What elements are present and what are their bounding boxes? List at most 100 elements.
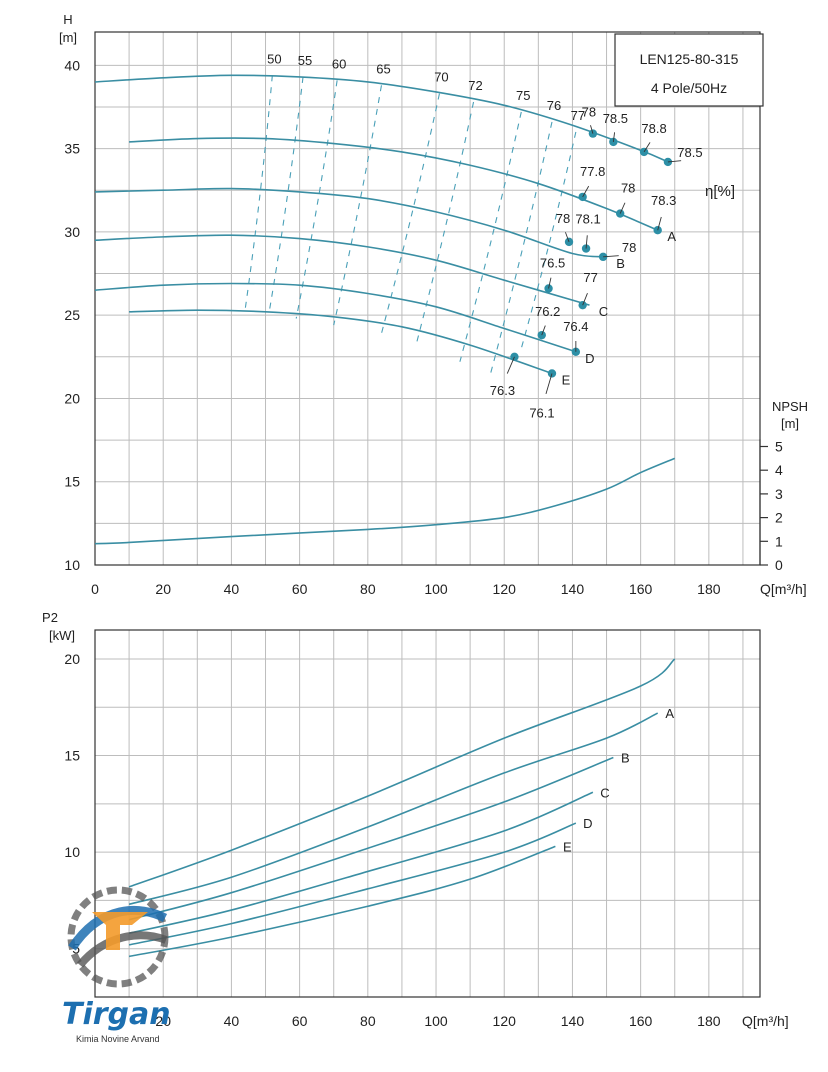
iso-efficiency-line xyxy=(244,75,273,311)
x-tick-label: 40 xyxy=(224,1013,240,1029)
efficiency-point-label: 76.4 xyxy=(563,319,588,334)
x-tick-label: 180 xyxy=(697,581,721,597)
iso-efficiency-label: 70 xyxy=(434,70,448,85)
logo-subtitle: Kimia Novine Arvand xyxy=(76,1034,160,1044)
y-tick-label: 10 xyxy=(64,844,80,860)
iso-efficiency-label: 60 xyxy=(332,56,346,71)
efficiency-point-label: 78 xyxy=(556,211,570,226)
head-curve-label: E xyxy=(562,372,571,387)
efficiency-leader-line xyxy=(585,235,588,249)
efficiency-leader-line xyxy=(545,373,553,394)
iso-efficiency-line xyxy=(380,93,440,334)
x-tick-label: 120 xyxy=(493,581,517,597)
efficiency-point-label: 78.8 xyxy=(641,121,666,136)
efficiency-leader-line xyxy=(548,277,552,289)
iso-efficiency-line xyxy=(520,131,577,349)
power-curve-label: A xyxy=(665,706,674,721)
x-tick-label: 40 xyxy=(224,581,240,597)
x-tick-label: 60 xyxy=(292,1013,308,1029)
x-tick-label: 140 xyxy=(561,581,585,597)
power-curve xyxy=(128,845,556,958)
efficiency-leader-line xyxy=(643,142,651,153)
head-curves: A B C DE xyxy=(94,74,676,387)
model-spec: 4 Pole/50Hz xyxy=(651,80,727,96)
efficiency-point-label: 78.5 xyxy=(603,111,628,126)
x-tick-label: 80 xyxy=(360,581,376,597)
y-tick-label: 15 xyxy=(64,748,80,764)
iso-efficiency-line xyxy=(333,85,383,326)
efficiency-point-label: 78.3 xyxy=(651,193,676,208)
npsh-tick-label: 2 xyxy=(775,510,783,526)
power-curve-label: E xyxy=(563,839,572,854)
y-tick-label: 10 xyxy=(64,557,80,573)
npsh-line xyxy=(94,457,676,545)
efficiency-leader-line xyxy=(565,232,570,243)
flow-axis-label: Q[m³/h] xyxy=(742,1013,789,1029)
head-curve xyxy=(94,74,669,163)
head-plot-frame xyxy=(94,31,761,566)
power-plot-frame xyxy=(94,629,761,998)
efficiency-point-label: 77.8 xyxy=(580,164,605,179)
axis-labels: 0 20 40 60 80 100 120 140 160 18010152025303540H[… xyxy=(42,12,808,1029)
efficiency-point-label: 78 xyxy=(582,105,596,120)
x-tick-label: 160 xyxy=(629,581,653,597)
x-tick-label: 100 xyxy=(424,581,448,597)
power-axis-unit: [kW] xyxy=(49,628,75,643)
efficiency-point-label: 77 xyxy=(583,270,597,285)
efficiency-leader-line xyxy=(582,292,588,306)
head-curve xyxy=(94,234,590,306)
power-axis-label: P2 xyxy=(42,610,58,625)
flow-axis-label: Q[m³/h] xyxy=(760,581,807,597)
iso-efficiency-line xyxy=(268,76,304,314)
y-tick-label: 25 xyxy=(64,307,80,323)
x-tick-label: 140 xyxy=(561,1013,585,1029)
y-tick-label: 40 xyxy=(64,57,80,73)
power-curve xyxy=(128,712,659,906)
head-curve-label: B xyxy=(616,256,625,271)
tirgan-logo: Tirgan Kimia Novine Arvand xyxy=(62,886,171,1044)
y-tick-label: 15 xyxy=(64,474,80,490)
power-curve xyxy=(128,791,594,935)
head-curve-label: D xyxy=(585,351,594,366)
power-curve xyxy=(128,822,577,946)
y-tick-label: 30 xyxy=(64,224,80,240)
efficiency-leader-line xyxy=(612,132,616,142)
logo-wordmark: Tirgan xyxy=(62,997,171,1032)
iso-efficiency-lines: 50 55 60 65 70 72 75 76 77 xyxy=(244,51,585,374)
npsh-axis-label: NPSH xyxy=(772,399,808,414)
efficiency-unit-label: η[%] xyxy=(705,183,735,200)
efficiency-point-label: 78 xyxy=(622,240,636,255)
npsh-tick-label: 0 xyxy=(775,557,783,573)
npsh-tick-label: 3 xyxy=(775,486,783,502)
efficiency-leader-line xyxy=(657,216,662,231)
npsh-curve xyxy=(94,457,676,545)
iso-efficiency-label: 76 xyxy=(547,98,561,113)
x-tick-label: 120 xyxy=(493,1013,517,1029)
y-tick-label: 35 xyxy=(64,141,80,157)
npsh-tick-label: 5 xyxy=(775,439,783,455)
efficiency-leader-line xyxy=(582,185,590,198)
efficiency-point-label: 78 xyxy=(621,181,635,196)
iso-efficiency-line xyxy=(415,101,475,347)
iso-efficiency-label: 55 xyxy=(298,53,312,68)
iso-efficiency-line xyxy=(295,80,338,319)
iso-efficiency-label: 77 xyxy=(571,108,585,123)
x-tick-label: 80 xyxy=(360,1013,376,1029)
power-curve-label: D xyxy=(583,816,592,831)
power-chart-grid xyxy=(94,629,761,998)
power-curve xyxy=(128,658,676,888)
efficiency-leader-line xyxy=(619,202,626,214)
x-tick-label: 20 xyxy=(155,581,171,597)
efficiency-point-label: 76.2 xyxy=(535,304,560,319)
y-tick-label: 20 xyxy=(64,651,80,667)
efficiency-point-label: 78.5 xyxy=(677,145,702,160)
efficiency-leader-line xyxy=(506,356,515,374)
efficiency-point-label: 76.1 xyxy=(529,405,554,420)
npsh-tick-label: 4 xyxy=(775,462,783,478)
npsh-tick-label: 1 xyxy=(775,533,783,549)
head-curve-label: C xyxy=(599,304,608,319)
efficiency-points: 78 78.5 78.8 78.5 77.8 78 78.3 78 78.1 78 76.5 77 76… xyxy=(490,105,703,421)
efficiency-leader-line xyxy=(667,160,682,163)
x-tick-label: 0 xyxy=(91,581,99,597)
x-tick-label: 60 xyxy=(292,581,308,597)
